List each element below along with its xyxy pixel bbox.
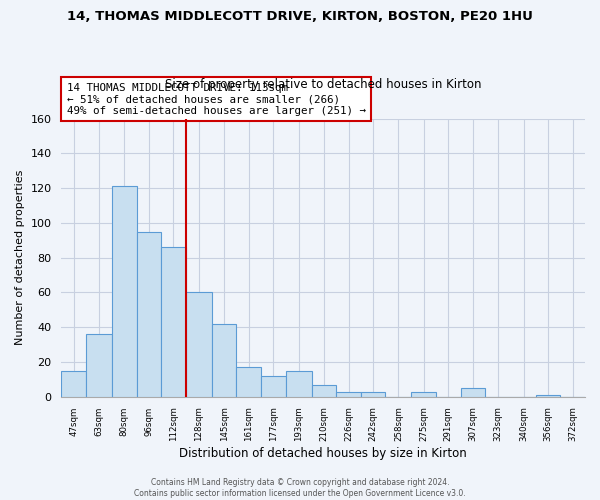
- Y-axis label: Number of detached properties: Number of detached properties: [15, 170, 25, 346]
- Bar: [536, 395, 560, 397]
- Bar: [137, 232, 161, 397]
- Bar: [461, 388, 485, 397]
- Bar: [412, 392, 436, 397]
- Bar: [112, 186, 137, 397]
- Bar: [161, 248, 186, 397]
- X-axis label: Distribution of detached houses by size in Kirton: Distribution of detached houses by size …: [179, 447, 467, 460]
- Bar: [236, 368, 261, 397]
- Bar: [261, 376, 286, 397]
- Title: Size of property relative to detached houses in Kirton: Size of property relative to detached ho…: [165, 78, 481, 91]
- Bar: [361, 392, 385, 397]
- Bar: [336, 392, 361, 397]
- Text: 14 THOMAS MIDDLECOTT DRIVE: 113sqm
← 51% of detached houses are smaller (266)
49: 14 THOMAS MIDDLECOTT DRIVE: 113sqm ← 51%…: [67, 82, 365, 116]
- Bar: [311, 384, 336, 397]
- Bar: [186, 292, 212, 397]
- Bar: [286, 371, 311, 397]
- Bar: [61, 371, 86, 397]
- Text: Contains HM Land Registry data © Crown copyright and database right 2024.
Contai: Contains HM Land Registry data © Crown c…: [134, 478, 466, 498]
- Text: 14, THOMAS MIDDLECOTT DRIVE, KIRTON, BOSTON, PE20 1HU: 14, THOMAS MIDDLECOTT DRIVE, KIRTON, BOS…: [67, 10, 533, 23]
- Bar: [86, 334, 112, 397]
- Bar: [212, 324, 236, 397]
